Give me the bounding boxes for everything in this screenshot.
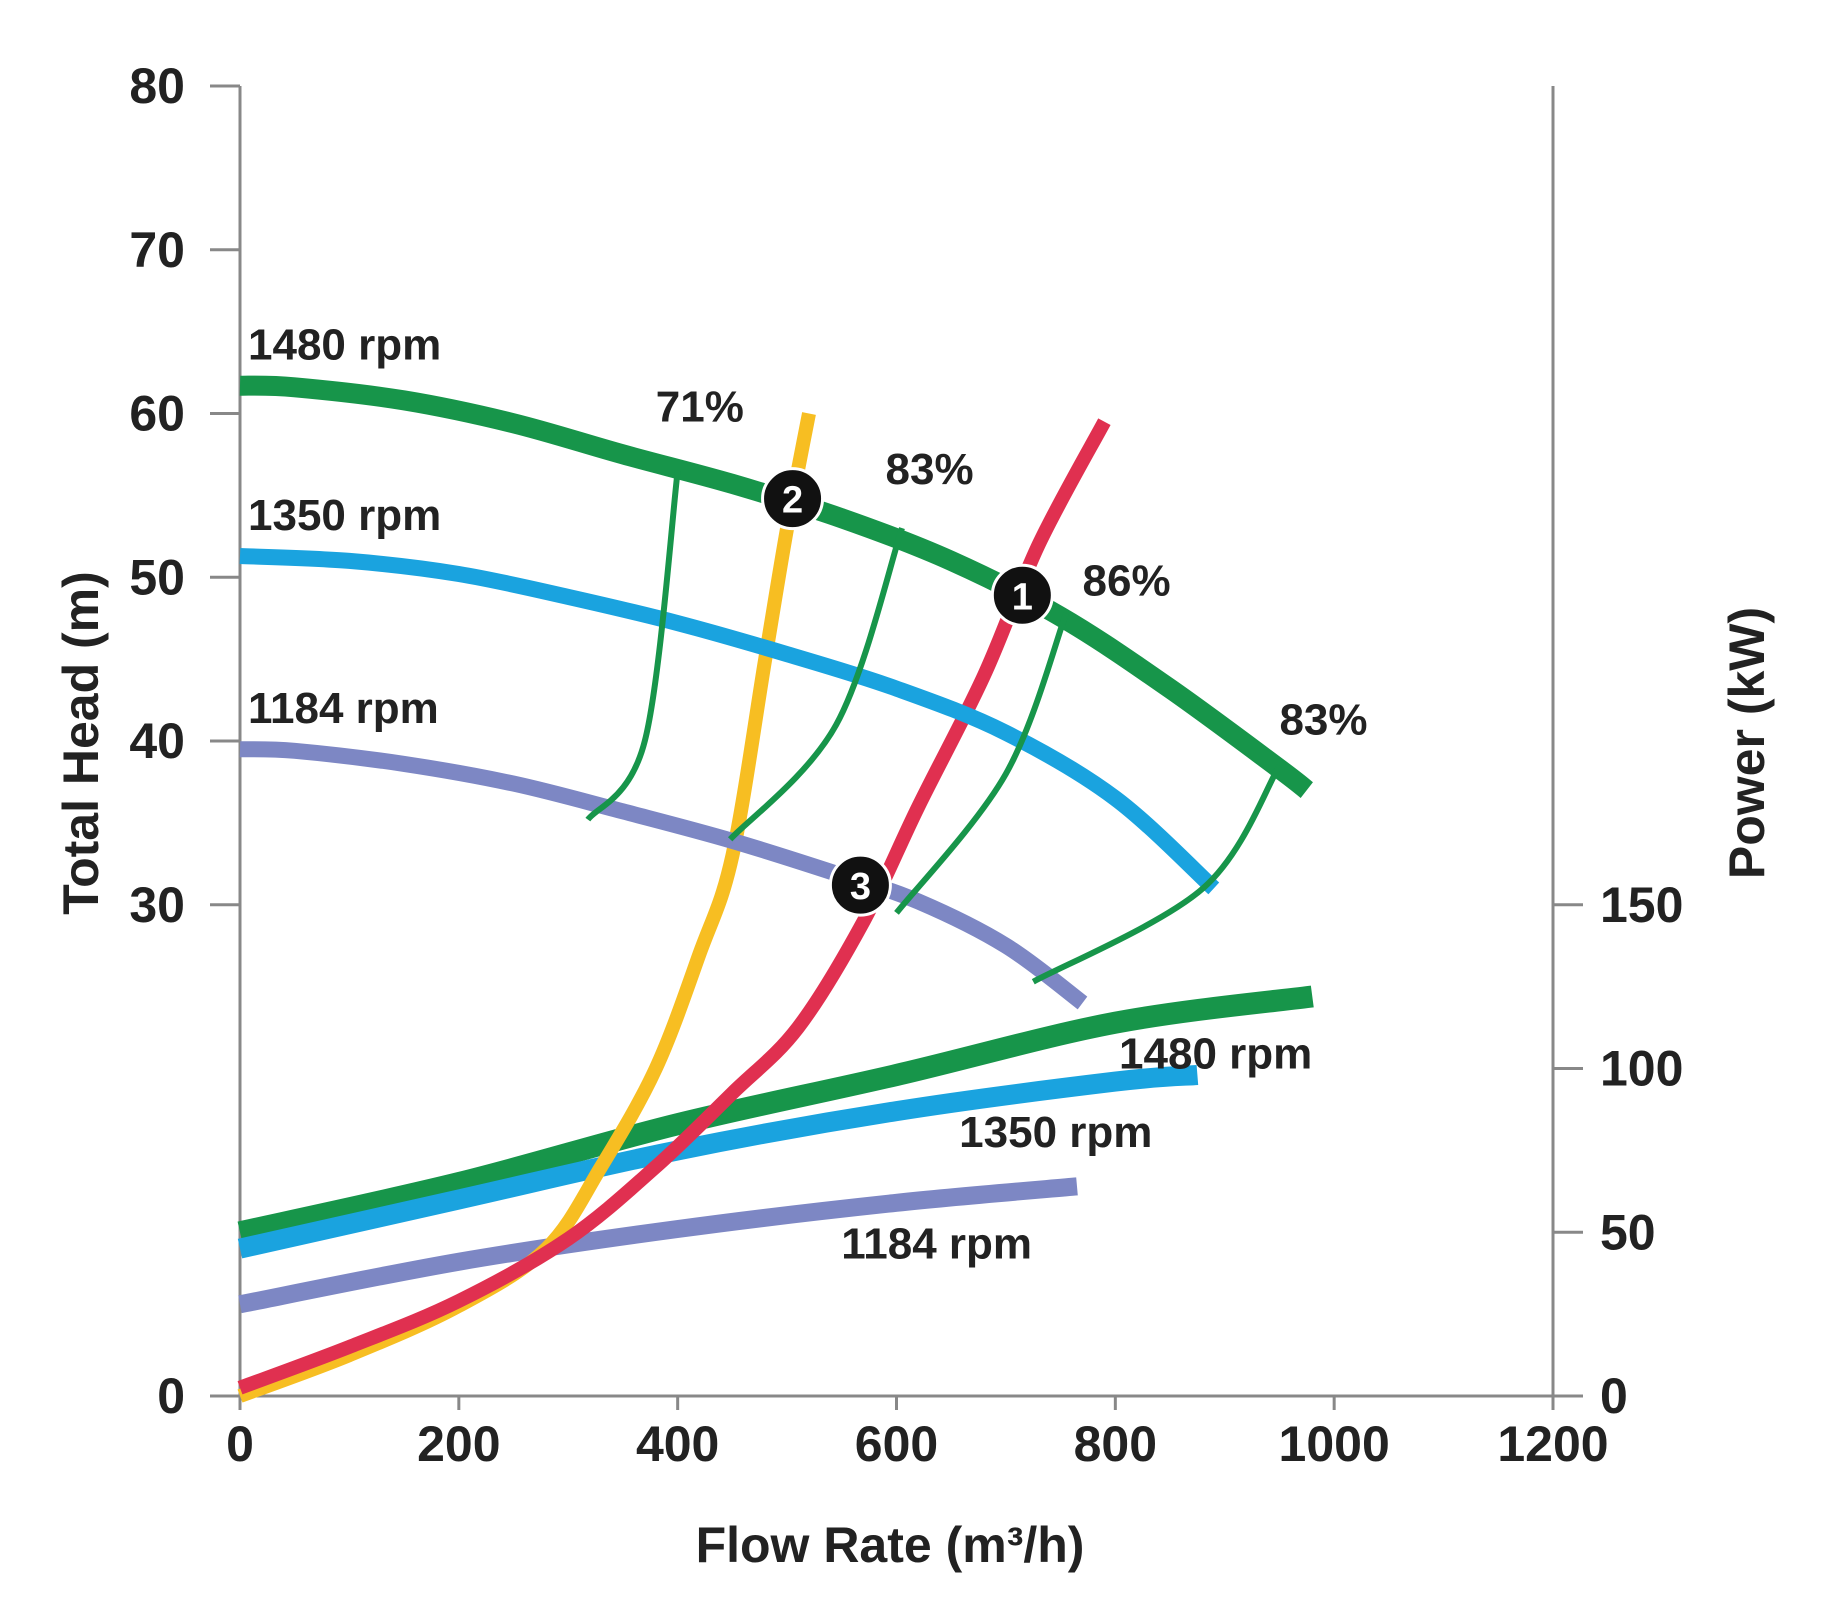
series-layer xyxy=(237,375,1314,1403)
left-y-axis-title: Total Head (m) xyxy=(53,571,109,915)
left-y-tick-label: 60 xyxy=(129,386,185,442)
efficiency-label: 71% xyxy=(656,383,744,432)
x-tick-label: 600 xyxy=(855,1416,938,1472)
left-y-tick-label: 0 xyxy=(157,1368,185,1424)
right-y-tick-label: 100 xyxy=(1600,1041,1683,1097)
power-curve-1480-rpm xyxy=(237,985,1314,1244)
operating-point-marker: 1 xyxy=(990,563,1054,627)
operating-point-number: 2 xyxy=(782,480,803,522)
head-curve-label: 1184 rpm xyxy=(248,684,439,733)
power-curve-label: 1480 rpm xyxy=(1119,1029,1312,1078)
power-curve-label: 1184 rpm xyxy=(841,1219,1032,1268)
right-y-tick-label: 0 xyxy=(1600,1368,1628,1424)
left-y-tick-label: 70 xyxy=(129,222,185,278)
ticks: 0 200 400 600 800 1000 12000304050607080050100… xyxy=(129,58,1683,1472)
operating-point-circle xyxy=(761,467,825,531)
operating-point-marker: 3 xyxy=(828,853,892,917)
left-y-tick-label: 50 xyxy=(129,549,185,605)
x-tick-label: 400 xyxy=(636,1416,719,1472)
operating-point-number: 3 xyxy=(850,866,871,908)
efficiency-line xyxy=(727,527,905,842)
operating-points-layer: 1 2 3 xyxy=(761,467,1054,917)
curve-labels-layer: 1480 rpm 1350 rpm 1184 rpm 1480 rpm 1350 rpm… xyxy=(248,321,1312,1269)
efficiency-label: 83% xyxy=(1279,695,1367,744)
operating-point-marker: 2 xyxy=(761,467,825,531)
operating-point-circle xyxy=(990,563,1054,627)
power-curve-1350-rpm xyxy=(237,1065,1199,1259)
x-tick-label: 0 xyxy=(226,1416,254,1472)
left-y-tick-label: 80 xyxy=(129,58,185,114)
system-curve-red xyxy=(237,418,1111,1395)
right-y-tick-label: 50 xyxy=(1600,1204,1656,1260)
right-y-axis-title: Power (kW) xyxy=(1719,607,1775,879)
efficiency-line xyxy=(894,612,1069,915)
head-curve-1350-rpm xyxy=(239,548,1220,895)
x-tick-label: 1200 xyxy=(1497,1416,1608,1472)
right-y-tick-label: 150 xyxy=(1600,877,1683,933)
x-tick-label: 800 xyxy=(1074,1416,1157,1472)
operating-point-number: 1 xyxy=(1012,576,1033,618)
power-curve-label: 1350 rpm xyxy=(959,1108,1152,1157)
operating-point-circle xyxy=(828,853,892,917)
x-tick-label: 200 xyxy=(417,1416,500,1472)
efficiency-line xyxy=(1031,764,1283,985)
left-y-tick-label: 30 xyxy=(129,877,185,933)
head-curve-label: 1350 rpm xyxy=(248,491,441,540)
efficiency-label: 86% xyxy=(1083,556,1171,605)
efficiency-line xyxy=(585,470,681,822)
left-y-tick-label: 40 xyxy=(129,713,185,769)
x-axis-title: Flow Rate (m³/h) xyxy=(696,1517,1085,1573)
head-curve-1184-rpm xyxy=(239,741,1088,1010)
efficiency-label: 83% xyxy=(886,445,974,494)
x-tick-label: 1000 xyxy=(1279,1416,1390,1472)
head-curve-label: 1480 rpm xyxy=(248,321,441,370)
power-curve-1184-rpm xyxy=(238,1177,1078,1314)
efficiency-layer: 71% 83% 86% 83% xyxy=(585,383,1368,985)
